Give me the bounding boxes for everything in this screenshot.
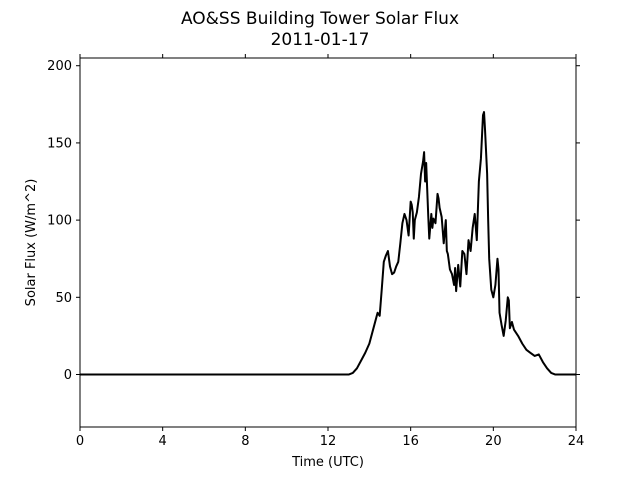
x-tick-label: 12: [320, 434, 337, 449]
x-axis-label: Time (UTC): [291, 455, 364, 470]
solar-flux-line: [80, 111, 576, 376]
x-tick-label: 24: [568, 434, 585, 449]
plot-frame: [79, 57, 577, 428]
y-tick-label: 0: [64, 368, 72, 383]
axis-tick-labels: 0 4 8 12 16 20 24 0 50 100 150 200: [47, 59, 584, 449]
x-tick-label: 16: [402, 434, 419, 449]
axis-ticks: [76, 54, 580, 431]
x-tick-label: 0: [76, 434, 84, 449]
x-tick-label: 20: [485, 434, 502, 449]
y-tick-label: 150: [47, 136, 72, 151]
chart-subtitle: 2011-01-17: [271, 30, 370, 50]
x-tick-label: 4: [159, 434, 167, 449]
y-tick-label: 100: [47, 214, 72, 229]
y-tick-label: 50: [55, 291, 72, 306]
x-tick-label: 8: [241, 434, 249, 449]
y-axis-label: Solar Flux (W/m^2): [24, 179, 39, 307]
y-tick-label: 200: [47, 59, 72, 74]
chart-title: AO&SS Building Tower Solar Flux: [181, 9, 459, 29]
